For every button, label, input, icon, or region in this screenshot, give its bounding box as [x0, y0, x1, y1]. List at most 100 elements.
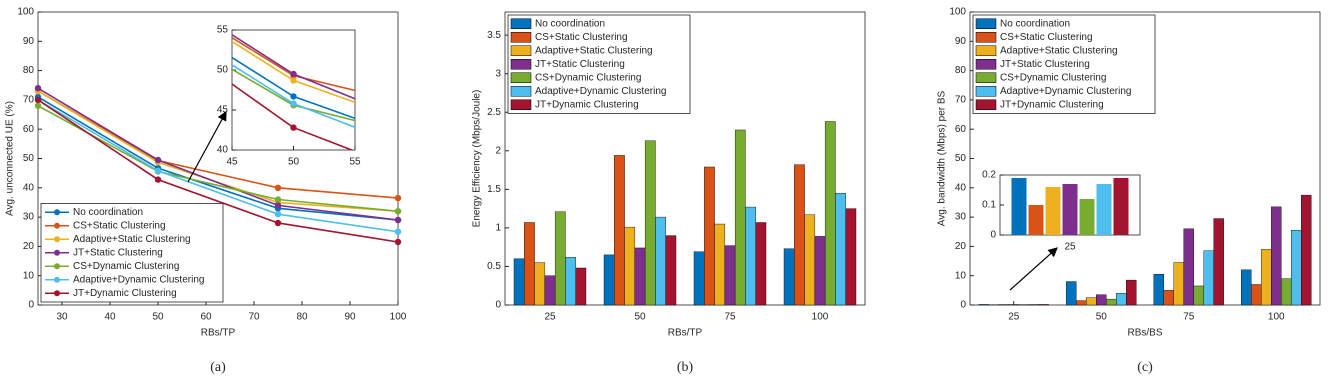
y-tick-label: 55 [217, 25, 229, 36]
bar [513, 258, 525, 306]
arrow [187, 110, 227, 183]
y-tick-label: 30 [955, 212, 967, 223]
bar [614, 155, 625, 306]
marker [34, 96, 42, 104]
legend-label: Adaptive+Static Clustering [535, 45, 653, 56]
y-tick-label: 2.5 [487, 107, 501, 118]
x-tick-label: 70 [248, 312, 260, 323]
bar [1086, 297, 1097, 306]
bar [1183, 228, 1194, 306]
y-tick-label: 45 [217, 105, 229, 116]
y-tick-label: 40 [217, 145, 229, 156]
bar [624, 226, 636, 306]
bar [1261, 249, 1272, 306]
marker [290, 100, 297, 107]
y-axis-label: Energy Efficiency (Mbps/Joule) [472, 90, 483, 228]
bar [745, 206, 756, 306]
legend-label: JT+Dynamic Clustering [73, 288, 177, 299]
bar [1193, 285, 1204, 306]
bar [1163, 290, 1174, 306]
y-tick-label: 30 [23, 212, 35, 223]
y-tick-label: 80 [23, 65, 35, 76]
bar [1271, 206, 1282, 306]
marker [394, 208, 402, 215]
marker [154, 176, 162, 183]
marker [394, 238, 402, 246]
x-tick-label: 25 [1064, 242, 1076, 253]
marker [905, 235, 911, 241]
bar [794, 164, 805, 306]
legend-label: Adaptive+Dynamic Clustering [73, 274, 204, 285]
arrow [1009, 247, 1058, 291]
marker [905, 175, 911, 181]
y-tick-label: 0.5 [487, 261, 501, 272]
legend-label: CS+Static Clustering [73, 220, 166, 231]
legend-label: JT+Static Clustering [73, 247, 163, 258]
bar [1301, 194, 1312, 306]
bar [1116, 293, 1127, 306]
bar [665, 235, 677, 306]
x-tick-label: 100 [1268, 312, 1285, 323]
series-line [37, 105, 399, 213]
legend-label: No coordination [535, 18, 605, 29]
legend-label: CS+Static Clustering [1000, 32, 1093, 43]
caption: (b) [677, 360, 694, 375]
bar [1113, 178, 1129, 235]
y-tick-label: 0.1 [982, 200, 996, 211]
bar [565, 256, 576, 306]
bar [1096, 294, 1107, 306]
y-tick-label: 1.5 [487, 184, 501, 195]
y-tick-label: 0 [495, 300, 501, 311]
y-tick-label: 20 [955, 241, 967, 252]
series-line [37, 99, 399, 233]
bar [575, 267, 587, 306]
legend-marker [54, 209, 60, 216]
y-tick-label: 50 [23, 153, 35, 164]
y-tick-label: 1 [495, 223, 501, 234]
bar [1076, 300, 1087, 306]
y-tick-label: 100 [17, 7, 34, 18]
bar [1066, 281, 1077, 306]
x-tick-label: 30 [56, 312, 68, 323]
y-tick-label: 90 [955, 36, 967, 47]
bar [783, 248, 795, 306]
bar [534, 262, 546, 306]
x-tick-label: 100 [390, 312, 407, 323]
y-tick-label: 3 [495, 68, 501, 79]
plot-area [231, 29, 356, 151]
legend-label: JT+Dynamic Clustering [535, 99, 639, 110]
y-axis-label: Avg. unconnected UE (%) [5, 101, 16, 216]
legend-marker [54, 222, 60, 229]
y-tick-label: 50 [955, 153, 967, 164]
bar [603, 254, 615, 306]
legend-swatch [975, 59, 997, 70]
bar [845, 208, 857, 306]
legend-marker [54, 263, 60, 270]
marker [905, 267, 911, 273]
y-tick-label: 2 [495, 145, 501, 156]
legend-label: No coordination [1000, 18, 1070, 29]
legend-label: Adaptive+Dynamic Clustering [1000, 86, 1131, 97]
x-axis-label: RBs/TP [668, 328, 703, 339]
marker [394, 228, 402, 235]
legend-swatch [510, 59, 532, 70]
y-tick-label: 70 [23, 95, 35, 106]
bar [1062, 184, 1078, 235]
legend-marker [54, 249, 60, 256]
legend-marker [54, 276, 60, 283]
bar [554, 211, 566, 306]
x-tick-label: 45 [226, 157, 238, 168]
bar [693, 251, 705, 306]
y-tick-label: 100 [949, 7, 966, 18]
y-tick-label: 0.2 [982, 170, 996, 181]
x-tick-label: 50 [634, 312, 646, 323]
caption: (a) [210, 360, 226, 375]
marker [290, 77, 297, 84]
bar [804, 214, 816, 306]
bar [1291, 230, 1302, 306]
x-tick-label: 55 [349, 157, 361, 168]
y-tick-label: 90 [23, 36, 35, 47]
y-tick-label: 0 [28, 300, 34, 311]
y-tick-label: 60 [23, 124, 35, 135]
y-tick-label: 3.5 [487, 30, 501, 41]
